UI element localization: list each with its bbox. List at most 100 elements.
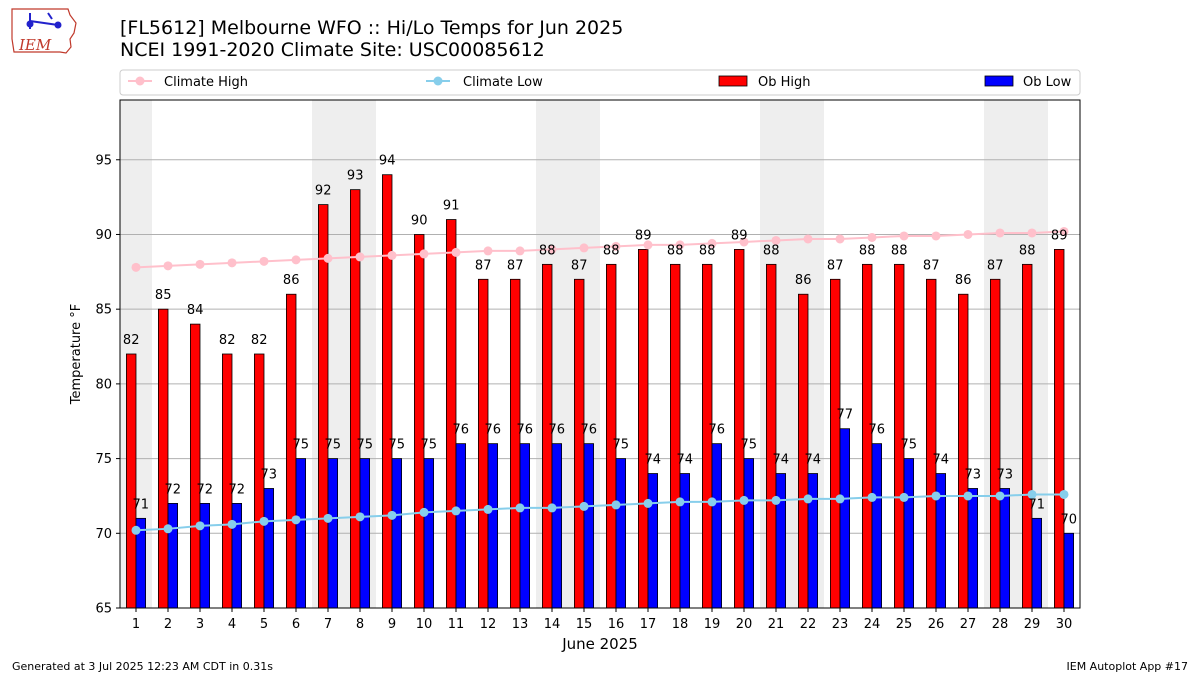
ob-high-label-15: 87 <box>571 258 588 273</box>
ob-low-label-30: 70 <box>1061 512 1078 527</box>
ob-high-label-30: 89 <box>1051 228 1068 243</box>
ob-low-label-4: 72 <box>229 482 246 497</box>
x-tick-label-27: 27 <box>960 617 977 632</box>
x-tick-label-7: 7 <box>324 617 332 632</box>
climate-high-point-14 <box>547 244 557 254</box>
ob-low-label-9: 75 <box>389 438 406 453</box>
legend-ob-high-swatch <box>718 75 748 87</box>
ob-high-label-10: 90 <box>411 213 428 228</box>
climate-low-point-1 <box>131 525 141 535</box>
climate-high-point-21 <box>771 235 781 245</box>
legend-climate-high-label: Climate High <box>164 75 248 90</box>
ob-high-label-3: 84 <box>187 303 204 318</box>
ob-high-bar-17 <box>638 249 649 609</box>
ob-low-bar-12 <box>487 443 499 609</box>
ob-low-label-8: 75 <box>357 438 374 453</box>
x-tick-label-16: 16 <box>608 617 625 632</box>
climate-low-point-9 <box>387 510 397 520</box>
ob-high-label-6: 86 <box>283 273 300 288</box>
climate-low-point-16 <box>611 500 621 510</box>
ob-high-label-7: 92 <box>315 184 332 199</box>
climate-high-point-27 <box>963 229 973 239</box>
ob-high-label-16: 88 <box>603 243 620 258</box>
legend-climate-high-marker <box>135 76 145 86</box>
ob-low-label-21: 74 <box>773 453 790 468</box>
climate-low-point-14 <box>547 503 557 513</box>
x-tick-label-25: 25 <box>896 617 913 632</box>
ob-low-label-11: 76 <box>453 423 470 438</box>
ob-low-label-20: 75 <box>741 438 758 453</box>
ob-low-label-1: 71 <box>133 497 150 512</box>
climate-low-point-26 <box>931 491 941 501</box>
ob-low-bar-21 <box>775 473 787 609</box>
ob-high-label-12: 87 <box>475 258 492 273</box>
ob-low-label-3: 72 <box>197 482 214 497</box>
ob-low-label-23: 77 <box>837 408 854 423</box>
ob-low-label-13: 76 <box>517 423 534 438</box>
x-tick-label-26: 26 <box>928 617 945 632</box>
x-tick-label-5: 5 <box>260 617 268 632</box>
x-tick-label-13: 13 <box>512 617 529 632</box>
climate-high-point-6 <box>291 255 301 265</box>
x-tick-label-9: 9 <box>388 617 396 632</box>
y-tick-label-95: 95 <box>95 153 112 168</box>
ob-high-bar-15 <box>574 278 585 609</box>
ob-low-label-5: 73 <box>261 467 278 482</box>
ob-low-label-24: 76 <box>869 423 886 438</box>
climate-high-point-17 <box>643 240 653 250</box>
climate-high-point-15 <box>579 243 589 253</box>
x-tick-label-17: 17 <box>640 617 657 632</box>
ob-high-label-17: 89 <box>635 228 652 243</box>
climate-low-point-10 <box>419 507 429 517</box>
y-tick-label-90: 90 <box>95 228 112 243</box>
ob-low-bar-3 <box>199 503 211 609</box>
y-axis-label: Temperature °F <box>69 304 84 405</box>
x-tick-label-8: 8 <box>356 617 364 632</box>
climate-high-point-11 <box>451 247 461 257</box>
ob-high-bar-2 <box>157 308 169 609</box>
y-tick-label-85: 85 <box>95 303 112 318</box>
climate-low-point-24 <box>867 492 877 502</box>
climate-high-point-25 <box>899 231 909 241</box>
x-tick-label-3: 3 <box>196 617 204 632</box>
climate-lines <box>131 226 1069 535</box>
x-tick-label-1: 1 <box>132 617 140 632</box>
ob-low-label-6: 75 <box>293 438 310 453</box>
y-axis: 65 70 75 80 85 90 95 <box>95 153 120 617</box>
climate-high-point-9 <box>387 250 397 260</box>
climate-high-point-13 <box>515 246 525 256</box>
bars <box>126 174 1075 609</box>
ob-high-bar-29 <box>1022 263 1033 609</box>
ob-low-label-28: 73 <box>997 467 1014 482</box>
ob-high-label-21: 88 <box>763 243 780 258</box>
ob-high-bar-27 <box>958 293 969 609</box>
climate-low-point-12 <box>483 504 493 514</box>
climate-high-point-22 <box>803 234 813 244</box>
ob-high-label-25: 88 <box>891 243 908 258</box>
ob-high-bar-20 <box>734 249 745 609</box>
climate-low-point-4 <box>227 519 237 529</box>
x-tick-label-14: 14 <box>544 617 561 632</box>
climate-high-point-5 <box>259 256 269 266</box>
ob-low-label-18: 74 <box>677 453 694 468</box>
climate-high-point-19 <box>707 238 717 248</box>
ob-low-label-7: 75 <box>325 438 342 453</box>
ob-low-label-27: 73 <box>965 467 982 482</box>
ob-low-bar-30 <box>1063 532 1075 609</box>
ob-high-label-20: 89 <box>731 228 748 243</box>
climate-high-point-4 <box>227 258 237 268</box>
climate-high-point-1 <box>131 262 141 272</box>
ob-low-bar-11 <box>455 443 467 609</box>
legend: Climate High Climate Low Ob High Ob Low <box>119 69 1081 96</box>
ob-high-label-13: 87 <box>507 258 524 273</box>
x-tick-label-11: 11 <box>448 617 465 632</box>
legend-item-ob-low: Ob Low <box>984 75 1072 90</box>
climate-low-point-21 <box>771 495 781 505</box>
ob-high-bar-7 <box>317 204 329 609</box>
x-tick-label-30: 30 <box>1056 617 1073 632</box>
ob-high-label-29: 88 <box>1019 243 1036 258</box>
climate-low-point-7 <box>323 513 333 523</box>
chart-title: [FL5612] Melbourne WFO :: Hi/Lo Temps fo… <box>120 17 624 39</box>
ob-high-bar-4 <box>221 353 233 609</box>
ob-high-bar-26 <box>926 278 937 609</box>
